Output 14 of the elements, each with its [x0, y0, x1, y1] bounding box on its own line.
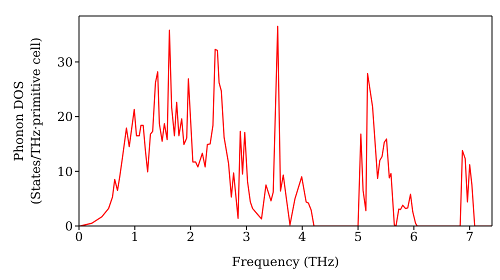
x-tick-label: 2 — [186, 228, 195, 244]
x-tick-label: 5 — [354, 228, 362, 244]
y-tick-label: 20 — [57, 109, 74, 124]
x-tick-label: 1 — [130, 228, 139, 244]
x-tick-label: 3 — [242, 228, 250, 244]
x-tick-label: 0 — [75, 228, 84, 244]
x-tick-label: 4 — [298, 228, 306, 244]
x-tick-label: 7 — [466, 228, 474, 244]
y-tick-label: 0 — [65, 218, 74, 234]
y-tick-label: 30 — [57, 54, 74, 70]
x-axis-title: Frequency (THz) — [232, 254, 340, 269]
y-axis-title: Phonon DOS (States/THz·primitive cell) — [11, 37, 43, 205]
y-tick-label: 10 — [57, 164, 74, 179]
x-tick-label: 6 — [410, 228, 418, 244]
